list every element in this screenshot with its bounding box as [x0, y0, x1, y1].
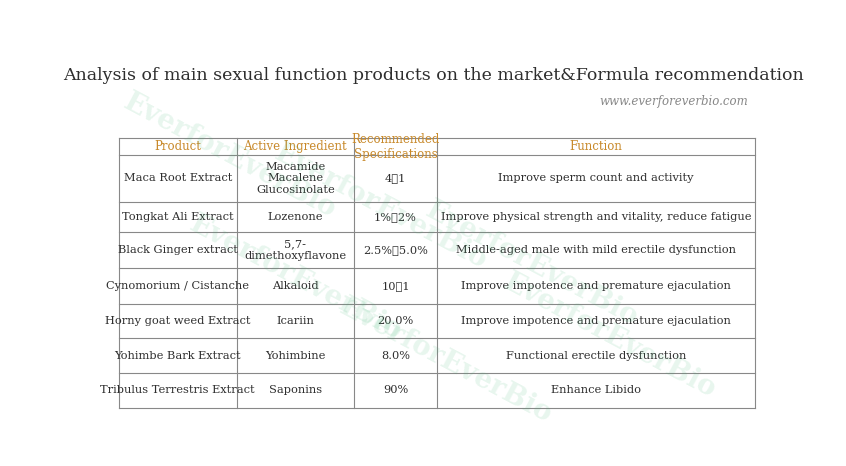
Text: Product: Product — [154, 140, 201, 153]
Text: Active Ingredient: Active Ingredient — [244, 140, 347, 153]
Text: Black Ginger extract: Black Ginger extract — [118, 245, 238, 255]
Text: Macamide
Macalene
Glucosinolate: Macamide Macalene Glucosinolate — [256, 162, 335, 195]
Text: Functional erectile dysfunction: Functional erectile dysfunction — [506, 351, 686, 361]
Text: Improve impotence and premature ejaculation: Improve impotence and premature ejaculat… — [461, 316, 731, 326]
Text: Recommended
Specifications: Recommended Specifications — [351, 133, 440, 161]
Text: Alkaloid: Alkaloid — [272, 281, 319, 291]
Text: 1%，2%: 1%，2% — [374, 212, 417, 222]
Text: Horny goat weed Extract: Horny goat weed Extract — [105, 316, 250, 326]
Text: Improve sperm count and activity: Improve sperm count and activity — [498, 173, 694, 183]
Text: 4：1: 4：1 — [385, 173, 406, 183]
Text: EverforEverBio: EverforEverBio — [270, 139, 492, 274]
Text: 20.0%: 20.0% — [377, 316, 414, 326]
Text: EverforEverBio: EverforEverBio — [184, 211, 406, 346]
Text: Yohimbine: Yohimbine — [265, 351, 326, 361]
Text: Icariin: Icariin — [277, 316, 314, 326]
Text: www.everforeverbio.com: www.everforeverbio.com — [600, 96, 748, 109]
Text: Tribulus Terrestris Extract: Tribulus Terrestris Extract — [101, 385, 255, 395]
Text: Tongkat Ali Extract: Tongkat Ali Extract — [122, 212, 233, 222]
Text: Middle-aged male with mild erectile dysfunction: Middle-aged male with mild erectile dysf… — [456, 245, 736, 255]
Text: 5,7-
dimethoxyflavone: 5,7- dimethoxyflavone — [244, 239, 346, 260]
Text: EverforEverBio: EverforEverBio — [420, 197, 642, 331]
Text: Improve impotence and premature ejaculation: Improve impotence and premature ejaculat… — [461, 281, 731, 291]
Text: Enhance Libido: Enhance Libido — [551, 385, 641, 395]
Text: Improve physical strength and vitality, reduce fatigue: Improve physical strength and vitality, … — [441, 212, 751, 222]
Text: EverforEverBio: EverforEverBio — [499, 268, 721, 403]
Text: 90%: 90% — [383, 385, 408, 395]
Text: EverforEverBio: EverforEverBio — [335, 294, 557, 428]
Text: 10：1: 10：1 — [382, 281, 409, 291]
Text: Analysis of main sexual function products on the market&Formula recommendation: Analysis of main sexual function product… — [63, 67, 804, 84]
Text: Yohimbe Bark Extract: Yohimbe Bark Extract — [114, 351, 241, 361]
Text: 2.5%，5.0%: 2.5%，5.0% — [363, 245, 428, 255]
Text: Saponins: Saponins — [269, 385, 322, 395]
Text: 8.0%: 8.0% — [381, 351, 410, 361]
Text: Cynomorium / Cistanche: Cynomorium / Cistanche — [107, 281, 250, 291]
Text: Function: Function — [569, 140, 623, 153]
Text: Maca Root Extract: Maca Root Extract — [124, 173, 232, 183]
Text: Lozenone: Lozenone — [267, 212, 323, 222]
Text: EverforEverBio: EverforEverBio — [118, 89, 341, 224]
